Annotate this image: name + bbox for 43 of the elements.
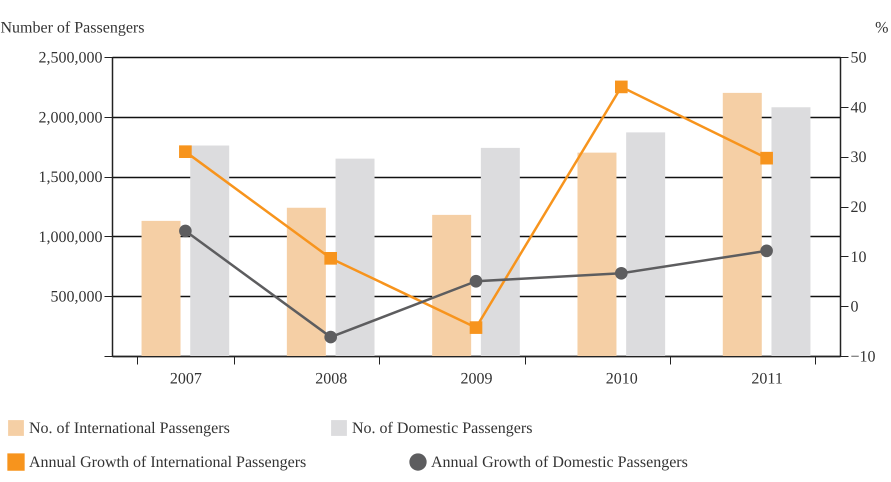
y2-tick-label: 0 <box>850 298 858 316</box>
bar <box>336 158 375 356</box>
point <box>470 274 482 288</box>
x-tick-label: 2007 <box>170 370 202 388</box>
x-tick-label: 2010 <box>606 370 638 388</box>
point <box>324 252 338 265</box>
bar <box>771 107 810 356</box>
y-tick-label: 1,500,000 <box>38 169 102 186</box>
y2-axis-title: % <box>875 20 888 36</box>
y2-tick-label: 40 <box>850 99 866 116</box>
point <box>614 266 628 280</box>
point <box>760 152 773 164</box>
x-tick-label: 2009 <box>460 370 492 388</box>
y2-tick-label: 30 <box>850 149 866 166</box>
y-tick-label: 1,000,000 <box>38 228 102 246</box>
bar <box>190 146 230 356</box>
bar <box>432 214 472 356</box>
x-tick-label: 2011 <box>751 370 783 388</box>
bar <box>626 132 666 356</box>
bar <box>480 148 520 356</box>
legend-label: No. of International Passengers <box>29 420 230 437</box>
point <box>470 321 482 334</box>
legend-label: Annual Growth of International Passengers <box>29 454 306 472</box>
y-tick-label: 500,000 <box>50 288 102 306</box>
y-tick-label: 2,500,000 <box>38 50 102 66</box>
x-tick-label: 2008 <box>315 370 348 388</box>
bar <box>286 208 326 356</box>
bar <box>577 152 616 356</box>
point <box>324 330 338 344</box>
point <box>614 80 628 94</box>
point <box>179 224 192 238</box>
point <box>760 244 773 258</box>
bar <box>722 92 762 356</box>
legend-label: Annual Growth of Domestic Passengers <box>431 454 688 472</box>
point <box>179 145 192 158</box>
y2-tick-label: −10 <box>850 348 876 366</box>
y2-tick-label: 10 <box>850 248 866 266</box>
legend-label: No. of Domestic Passengers <box>352 420 532 437</box>
y-axis-title: Number of Passengers <box>0 20 144 36</box>
y2-tick-label: 20 <box>850 199 866 216</box>
y-tick-label: 2,000,000 <box>38 109 102 126</box>
y2-tick-label: 50 <box>850 50 866 66</box>
bar <box>142 220 181 356</box>
